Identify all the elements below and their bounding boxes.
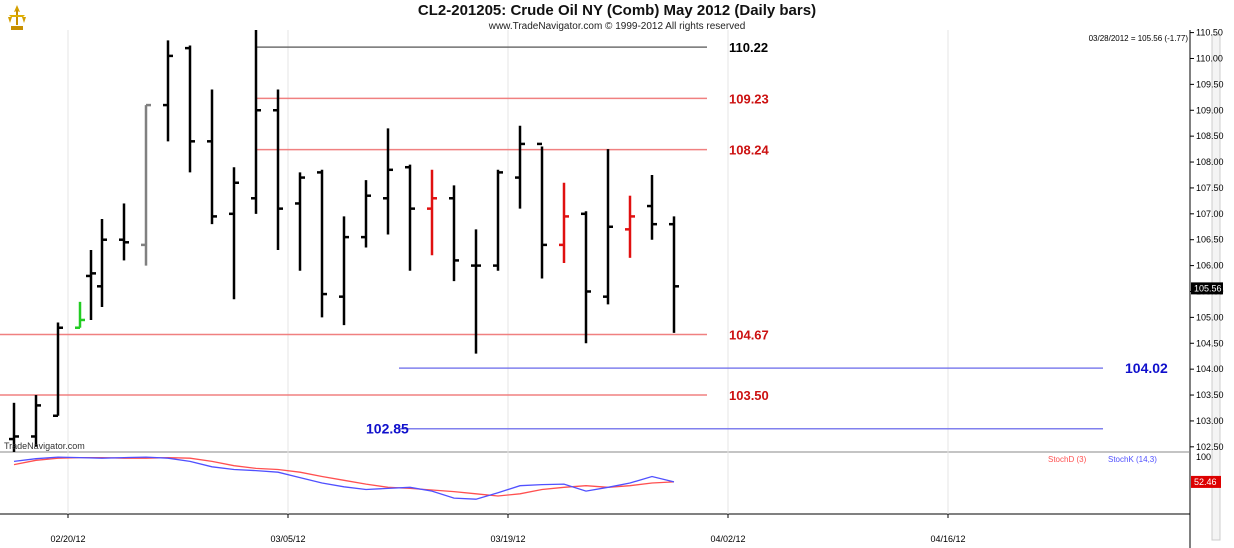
y-tick-label: 108.50 xyxy=(1196,131,1224,141)
price-level-label: 102.85 xyxy=(366,421,409,437)
stoch-series-line xyxy=(13,456,675,500)
stoch-last-box xyxy=(1191,475,1221,488)
y-tick-label: 103.50 xyxy=(1196,390,1224,400)
x-tick-label: 02/20/12 xyxy=(50,534,85,544)
y-tick-label: 109.50 xyxy=(1196,79,1224,89)
y-tick-label: 106.00 xyxy=(1196,261,1224,271)
x-tick-label: 04/16/12 xyxy=(930,534,965,544)
x-tick-label: 03/19/12 xyxy=(490,534,525,544)
watermark-logo: TradeNavigator.com xyxy=(4,441,85,451)
price-level-label: 104.02 xyxy=(1125,360,1168,376)
last-price-box xyxy=(1191,282,1223,295)
x-tick-label: 04/02/12 xyxy=(710,534,745,544)
chart-title: CL2-201205: Crude Oil NY (Comb) May 2012… xyxy=(417,2,817,19)
y-tick-label: 107.50 xyxy=(1196,183,1224,193)
grid-lines xyxy=(67,30,949,514)
chart-frame xyxy=(0,30,1221,548)
price-bars xyxy=(9,30,679,452)
y-tick-label: 105.00 xyxy=(1196,312,1224,322)
y-tick-label: 109.00 xyxy=(1196,105,1224,115)
y-tick-label: 102.50 xyxy=(1196,442,1224,452)
price-level-label: 103.50 xyxy=(729,388,769,403)
price-level-label: 109.23 xyxy=(729,91,769,106)
y-tick-label: 108.00 xyxy=(1196,157,1224,167)
y-tick-label: 104.00 xyxy=(1196,364,1224,374)
price-readout: 03/28/2012 = 105.56 (-1.77) xyxy=(1089,34,1189,43)
price-level-label: 110.22 xyxy=(729,40,768,55)
trade-navigator-logo-icon xyxy=(8,5,26,30)
last-price-label: 105.56 xyxy=(1194,283,1222,293)
legend-stoch-k: StochK (14,3) xyxy=(1108,455,1157,464)
y-tick-label: 103.00 xyxy=(1196,416,1224,426)
stoch-series-line xyxy=(13,456,675,497)
y-tick-label: 104.50 xyxy=(1196,338,1224,348)
y-tick-label: 110.00 xyxy=(1196,53,1223,63)
y-tick-label: 110.50 xyxy=(1196,28,1223,38)
price-level-label: 108.24 xyxy=(729,143,770,158)
axes: 102.50 103.00 103.50 104.00 104.50 105.00 105.… xyxy=(50,28,1223,544)
chart-copyright: www.TradeNavigator.com © 1999-2012 All r… xyxy=(488,21,746,32)
x-tick-label: 03/05/12 xyxy=(270,534,305,544)
y-tick-label: 107.00 xyxy=(1196,209,1224,219)
stoch-y-tick-label: 100 xyxy=(1196,452,1211,462)
price-levels: 110.22 109.23 108.24 104.67 103.50 104.02 102.… xyxy=(0,40,1168,437)
stoch-last-label: 52.46 xyxy=(1194,477,1217,487)
legend-stoch-d: StochD (3) xyxy=(1048,455,1087,464)
price-level-label: 104.67 xyxy=(729,327,769,342)
y-tick-label: 106.50 xyxy=(1196,235,1224,245)
stochastic-panel: 100 StochD (3) StochK (14,3) 52.46 xyxy=(13,452,1221,500)
